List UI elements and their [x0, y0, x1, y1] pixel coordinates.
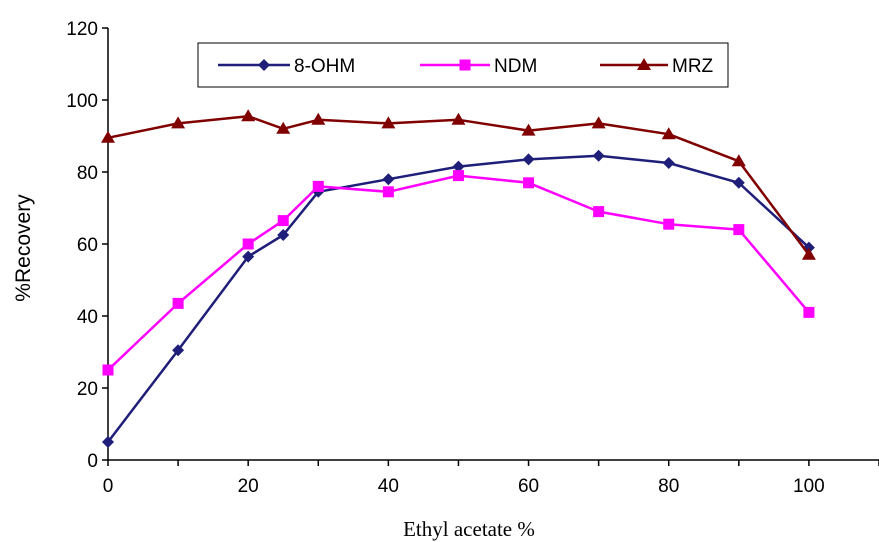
legend-marker-8-ohm: [258, 59, 270, 71]
data-point-8-ohm: [242, 250, 255, 263]
y-tick-label: 100: [66, 91, 98, 112]
y-tick-label: 60: [77, 235, 98, 256]
data-point-8-ohm: [592, 149, 605, 162]
legend-item-8-ohm: 8-OHM: [218, 56, 355, 77]
legend-item-mrz: MRZ: [600, 56, 714, 77]
data-point-8-ohm: [662, 157, 675, 169]
data-point-mrz: [381, 116, 396, 129]
series-mrz: [101, 109, 816, 260]
data-point-mrz: [241, 109, 256, 122]
data-point-mrz: [451, 112, 466, 125]
data-point-mrz: [101, 130, 115, 143]
data-point-ndm: [277, 215, 289, 227]
data-point-mrz: [731, 154, 746, 167]
data-point-mrz: [171, 116, 186, 129]
legend-label-ndm: NDM: [494, 56, 537, 77]
legend-label-8-ohm: 8-OHM: [294, 56, 355, 77]
x-tick-label: 60: [518, 476, 539, 497]
data-point-ndm: [663, 218, 675, 230]
series-line-ndm: [107, 174, 810, 371]
series-line-mrz: [107, 114, 810, 256]
data-point-8-ohm: [172, 344, 185, 357]
data-point-ndm: [172, 297, 184, 309]
data-point-ndm: [803, 306, 815, 318]
data-point-8-ohm: [732, 176, 745, 189]
data-point-mrz: [311, 112, 326, 125]
y-tick-label: 120: [66, 19, 98, 40]
data-point-ndm: [312, 180, 324, 192]
x-tick-label: 80: [658, 476, 679, 497]
x-tick-label: 20: [238, 476, 259, 497]
data-point-ndm: [733, 224, 745, 236]
data-point-8-ohm: [102, 436, 114, 448]
data-point-ndm: [593, 206, 605, 218]
legend-marker-mrz: [637, 58, 651, 70]
y-axis-label: %Recovery: [12, 194, 35, 302]
data-point-8-ohm: [522, 153, 535, 166]
data-point-8-ohm: [382, 173, 395, 186]
x-axis-label: Ethyl acetate %: [403, 517, 535, 541]
x-tick-label: 40: [378, 476, 399, 497]
y-tick-label: 0: [87, 451, 98, 472]
y-tick-label: 80: [77, 163, 98, 184]
data-point-8-ohm: [452, 160, 465, 173]
x-tick-label: 100: [793, 476, 825, 497]
data-point-ndm: [242, 238, 254, 250]
legend-item-ndm: NDM: [420, 56, 537, 77]
data-point-ndm: [382, 186, 394, 198]
y-tick-label: 40: [77, 307, 98, 328]
series-layer: [101, 109, 816, 448]
series-line-8-ohm: [107, 154, 810, 443]
legend-label-mrz: MRZ: [672, 56, 714, 77]
x-tick-label: 0: [103, 476, 114, 497]
data-point-ndm: [452, 170, 464, 182]
data-point-ndm: [102, 364, 114, 376]
data-point-mrz: [661, 127, 676, 140]
legend: 8-OHM NDM MRZ: [197, 42, 729, 88]
series-8-ohm: [102, 149, 815, 448]
y-tick-label: 20: [77, 379, 98, 400]
data-point-mrz: [276, 121, 291, 134]
data-point-8-ohm: [277, 229, 290, 241]
legend-marker-ndm: [459, 59, 471, 71]
data-point-mrz: [591, 116, 606, 129]
data-point-ndm: [523, 177, 535, 189]
axes: 0 20 40 60 80 100 120 0 20 40 60 80 100: [66, 19, 879, 497]
data-point-mrz: [801, 247, 816, 260]
data-point-mrz: [521, 123, 536, 136]
series-ndm: [102, 170, 815, 376]
